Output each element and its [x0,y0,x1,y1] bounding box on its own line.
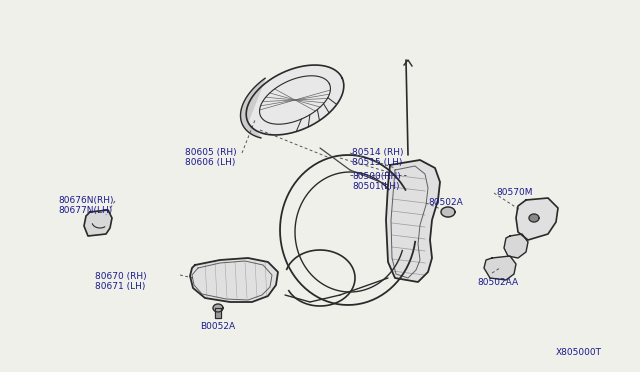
Text: 80501(LH): 80501(LH) [352,182,399,191]
Polygon shape [84,210,112,236]
Text: 80515 (LH): 80515 (LH) [352,158,403,167]
Text: 80670 (RH): 80670 (RH) [95,272,147,281]
Text: 80514 (RH): 80514 (RH) [352,148,403,157]
Polygon shape [213,304,223,312]
Text: 80570M: 80570M [496,188,532,197]
Polygon shape [215,308,221,318]
Text: B0052A: B0052A [200,322,236,331]
Text: 80671 (LH): 80671 (LH) [95,282,145,291]
Polygon shape [241,78,265,138]
Text: 80605 (RH): 80605 (RH) [185,148,237,157]
Polygon shape [386,160,440,282]
Text: 80500(RH): 80500(RH) [352,172,401,181]
Text: 80677N(LH): 80677N(LH) [58,206,112,215]
Text: 80606 (LH): 80606 (LH) [185,158,236,167]
Polygon shape [504,234,528,258]
Polygon shape [484,256,516,280]
Text: X805000T: X805000T [556,348,602,357]
Polygon shape [529,214,539,222]
Polygon shape [190,258,278,302]
Text: 80676N(RH): 80676N(RH) [58,196,113,205]
Polygon shape [441,207,455,217]
Text: 80502AA: 80502AA [477,278,518,287]
Polygon shape [246,65,344,135]
Text: 80502A: 80502A [428,198,463,207]
Polygon shape [516,198,558,240]
